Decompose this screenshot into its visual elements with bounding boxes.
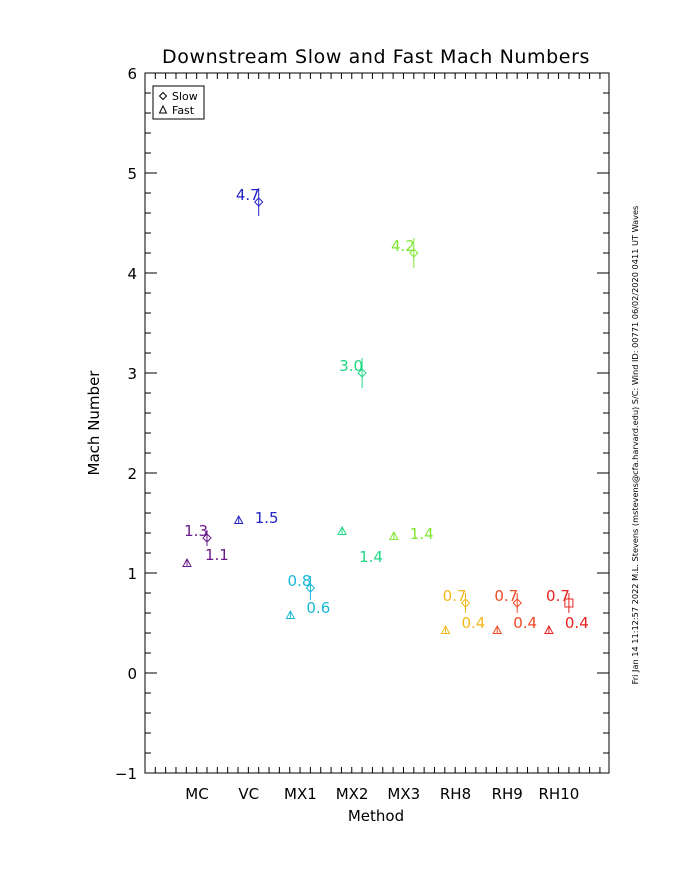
x-tick-label: RH9 [492,785,523,803]
slow-point [512,598,522,608]
slow-value-label: 3.0 [339,357,363,375]
y-tick-label: 6 [127,65,137,83]
slow-value-label: 0.7 [546,587,570,605]
slow-value-label: 0.8 [288,572,312,590]
fast-point [285,609,296,619]
legend-triangle-icon [158,104,168,114]
fast-value-label: 0.6 [306,599,330,617]
y-tick-label: 2 [127,465,137,483]
fast-point [544,624,554,634]
y-tick-label: 3 [127,365,137,383]
fast-point [182,557,192,567]
y-axis: −1 0 1 2 3 4 5 6 [115,65,609,783]
slow-point [564,598,574,608]
slow-point [460,598,471,608]
slow-value-label: 0.7 [494,587,518,605]
x-axis-label: Method [348,807,404,825]
fast-value-label: 0.4 [565,614,589,632]
side-note: Fri Jan 14 11:12:57 2022 M.L. Stevens (m… [630,206,640,685]
slow-point [253,197,264,207]
fast-value-label: 0.4 [462,614,486,632]
slow-value-label: 0.7 [443,587,467,605]
x-tick-label: MX1 [284,785,317,803]
slow-value-label: 1.3 [184,522,208,540]
x-tick-label: RH10 [539,785,580,803]
fast-point [388,530,399,540]
legend-entry-fast: Fast [172,104,195,117]
x-tick-label: MC [185,785,208,803]
slow-value-label: 4.2 [391,237,415,255]
data-marks: 1.3 4.7 0.8 3.0 4.2 0.7 0.7 0.7 1.1 1.5 0.6 1.4 1.4 0… [182,186,589,634]
slow-point [305,583,316,593]
x-tick-label: MX2 [336,785,369,803]
legend-diamond-icon [158,91,168,101]
y-tick-label: 0 [127,665,137,683]
fast-value-label: 1.4 [410,525,434,543]
fast-value-label: 1.5 [255,509,279,527]
y-tick-label: 1 [127,565,137,583]
legend: Slow Fast [152,85,205,120]
fast-value-label: 1.4 [359,548,383,566]
plot-frame [144,72,610,774]
slow-point [409,248,419,258]
chart-title: Downstream Slow and Fast Mach Numbers [162,46,590,68]
fast-point [492,624,503,634]
y-tick-label: 4 [127,265,137,283]
legend-entry-slow: Slow [172,90,198,103]
y-tick-label: −1 [115,765,137,783]
slow-point [357,368,367,378]
x-tick-label: MX3 [387,785,420,803]
x-axis: MC VC MX1 MX2 MX3 RH8 RH9 RH10 [154,73,601,803]
fast-point [233,514,244,524]
slow-value-label: 4.7 [236,186,260,204]
y-axis-label: Mach Number [85,370,103,476]
x-tick-label: VC [238,785,259,803]
fast-value-label: 1.1 [205,546,229,564]
y-tick-label: 5 [127,165,137,183]
fast-point [337,525,347,535]
slow-point [202,533,212,543]
x-tick-label: RH8 [440,785,471,803]
fast-point [440,624,451,634]
fast-value-label: 0.4 [513,614,537,632]
